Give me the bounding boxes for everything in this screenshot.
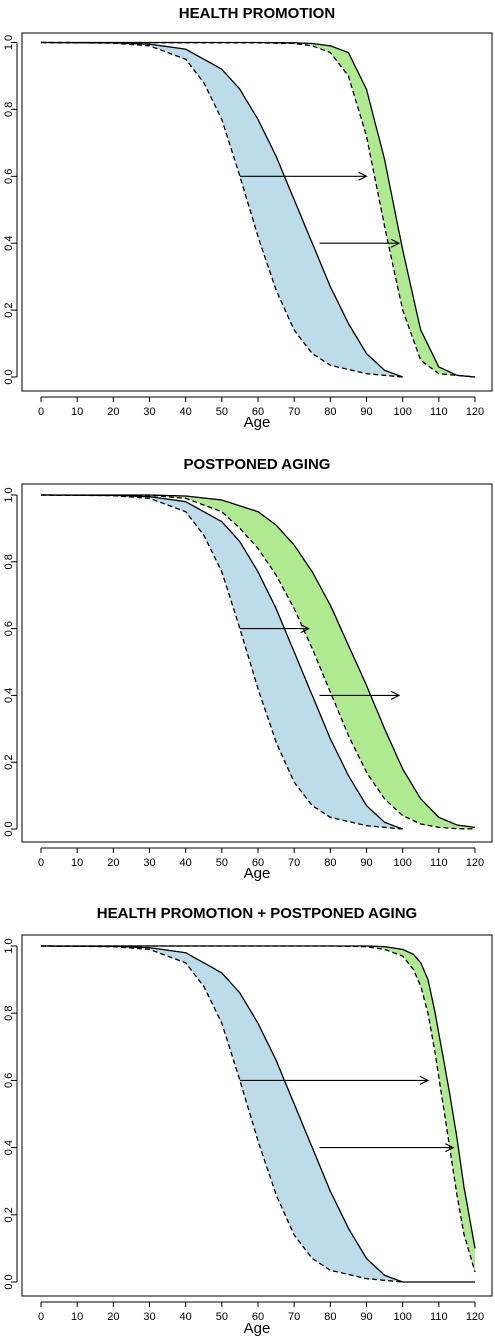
y-tick-label: 0.2	[3, 755, 15, 770]
y-tick-label: 0.4	[3, 236, 15, 251]
band-blue	[41, 946, 475, 1282]
x-tick-label: 0	[38, 406, 44, 418]
x-tick-label: 60	[252, 857, 264, 869]
x-tick-label: 70	[288, 406, 300, 418]
x-tick-label: 110	[430, 857, 448, 869]
plot-area: 0 10 20 30 40 50 60 70 80 90 100 110 120 0.0 0.2 0.4 0.6…	[3, 934, 493, 1323]
y-tick-label: 1.0	[3, 938, 15, 953]
arrow-head	[419, 1075, 430, 1085]
x-tick-label: 120	[466, 857, 484, 869]
y-tick-label: 0.8	[3, 1006, 15, 1021]
chart-panel-health-promotion-postponed-aging: HEALTH PROMOTION + POSTPONED AGING 0 10 20…	[0, 893, 495, 1339]
x-tick-label: 60	[252, 1311, 264, 1323]
x-axis-label: Age	[244, 414, 271, 431]
plot-frame	[21, 32, 493, 392]
chart-panel-postponed-aging: POSTPONED AGING 0 10 20 30 40 50 60 70 80 90 100 11…	[0, 451, 495, 897]
chart-title: HEALTH PROMOTION + POSTPONED AGING	[97, 905, 417, 922]
x-tick-label: 0	[38, 1311, 44, 1323]
y-tick-label: 0.6	[3, 1073, 15, 1088]
series-line-4	[41, 41, 476, 378]
x-tick-label: 50	[216, 1311, 228, 1323]
x-tick-label: 60	[252, 406, 264, 418]
series-line-4	[41, 945, 476, 1249]
chart-title: POSTPONED AGING	[184, 456, 331, 473]
y-tick-label: 0.4	[3, 1140, 15, 1155]
y-tick-label: 0.8	[3, 102, 15, 117]
series-line-4	[41, 494, 476, 828]
y-tick-label: 1.0	[3, 35, 15, 50]
x-tick-label: 40	[180, 1311, 192, 1323]
x-tick-label: 110	[430, 406, 448, 418]
chart-title: HEALTH PROMOTION	[179, 5, 335, 22]
plot-area: 0 10 20 30 40 50 60 70 80 90 100 110 120 0.0 0.2 0.4 0.6…	[3, 483, 493, 869]
x-tick-label: 20	[107, 1311, 119, 1323]
plot-frame	[21, 934, 493, 1297]
x-tick-label: 20	[107, 406, 119, 418]
x-axis-label: Age	[244, 1320, 271, 1337]
y-tick-label: 0.0	[3, 1274, 15, 1289]
x-tick-label: 50	[216, 857, 228, 869]
chart-svg: POSTPONED AGING 0 10 20 30 40 50 60 70 80 90 100 11…	[3, 456, 493, 882]
y-tick-label: 0.8	[3, 554, 15, 569]
x-axis-label: Age	[244, 865, 271, 882]
chart-svg: HEALTH PROMOTION 0 10 20 30 40 50 60 70 80 90 100 1…	[3, 5, 493, 431]
band-green	[41, 42, 475, 377]
x-tick-label: 0	[38, 857, 44, 869]
x-tick-label: 70	[288, 1311, 300, 1323]
y-tick-label: 0.2	[3, 302, 15, 317]
y-tick-label: 0.0	[3, 369, 15, 384]
x-tick-label: 10	[71, 406, 83, 418]
x-tick-label: 50	[216, 406, 228, 418]
x-tick-label: 20	[107, 857, 119, 869]
x-tick-label: 100	[393, 1311, 411, 1323]
y-tick-label: 0.4	[3, 688, 15, 703]
y-tick-label: 0.6	[3, 621, 15, 636]
arrow-head	[390, 690, 401, 700]
x-tick-label: 80	[324, 406, 336, 418]
y-tick-label: 0.2	[3, 1207, 15, 1222]
x-tick-label: 10	[71, 1311, 83, 1323]
chart-panel-health-promotion: HEALTH PROMOTION 0 10 20 30 40 50 60 70 80 90 100 1…	[0, 0, 495, 446]
x-tick-label: 80	[324, 857, 336, 869]
y-tick-label: 1.0	[3, 487, 15, 502]
x-tick-label: 40	[180, 406, 192, 418]
x-tick-label: 30	[143, 406, 155, 418]
arrow-head	[358, 171, 368, 181]
band-green	[41, 495, 475, 829]
arrow-head	[445, 1143, 455, 1153]
chart-svg: HEALTH PROMOTION + POSTPONED AGING 0 10 20…	[3, 905, 493, 1337]
x-tick-label: 120	[466, 406, 484, 418]
plot-frame	[21, 483, 493, 843]
x-tick-label: 100	[393, 406, 411, 418]
plot-area: 0 10 20 30 40 50 60 70 80 90 100 110 120 0.0 0.2 0.4 0.6…	[3, 32, 493, 418]
x-tick-label: 120	[466, 1311, 484, 1323]
x-tick-label: 90	[360, 406, 372, 418]
x-tick-label: 110	[430, 1311, 448, 1323]
band-blue	[41, 42, 403, 377]
band-blue	[41, 495, 403, 829]
x-tick-label: 90	[360, 857, 372, 869]
y-tick-label: 0.6	[3, 169, 15, 184]
arrow-head	[300, 624, 310, 634]
x-tick-label: 10	[71, 857, 83, 869]
x-tick-label: 70	[288, 857, 300, 869]
y-tick-label: 0.0	[3, 821, 15, 836]
x-tick-label: 90	[360, 1311, 372, 1323]
x-tick-label: 30	[143, 1311, 155, 1323]
x-tick-label: 40	[180, 857, 192, 869]
arrow-head	[390, 238, 401, 248]
x-tick-label: 100	[393, 857, 411, 869]
x-tick-label: 80	[324, 1311, 336, 1323]
x-tick-label: 30	[143, 857, 155, 869]
